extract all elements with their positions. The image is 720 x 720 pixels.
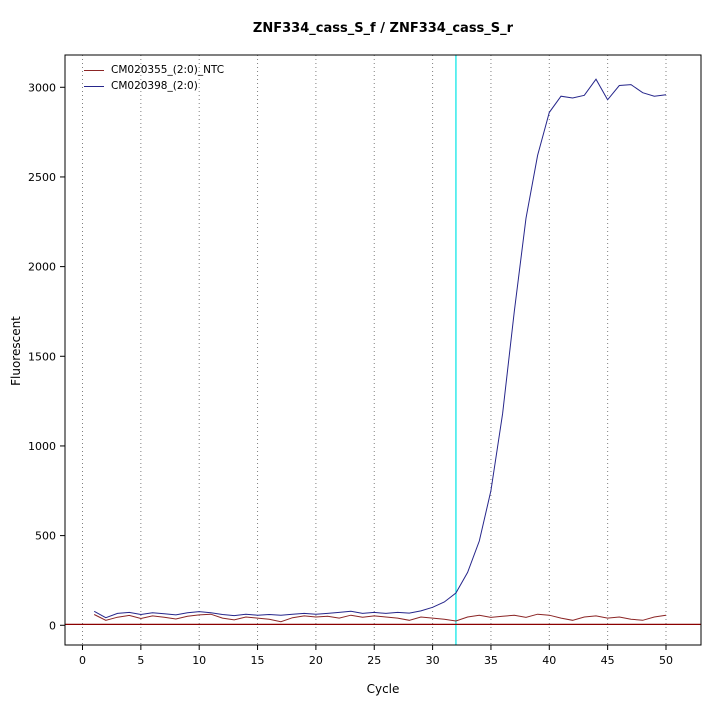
legend-item-ntc: CM020355_(2:0)_NTC (84, 63, 224, 77)
x-tick-label: 5 (137, 654, 144, 667)
x-tick-label: 25 (367, 654, 381, 667)
y-tick-label: 2000 (28, 261, 56, 274)
x-tick-label: 20 (309, 654, 323, 667)
legend: CM020355_(2:0)_NTC CM020398_(2:0) (84, 63, 224, 93)
series-line-1 (93, 78, 667, 619)
x-tick-label: 0 (79, 654, 86, 667)
y-tick-label: 0 (49, 619, 56, 632)
x-tick-label: 15 (251, 654, 265, 667)
x-tick-label: 45 (601, 654, 615, 667)
y-tick-label: 1500 (28, 350, 56, 363)
legend-swatch-ntc (84, 69, 104, 71)
legend-label-sample: CM020398_(2:0) (111, 80, 198, 92)
x-tick-label: 10 (192, 654, 206, 667)
y-tick-label: 2500 (28, 171, 56, 184)
plot-box (64, 54, 702, 646)
x-tick-label: 40 (542, 654, 556, 667)
legend-label-ntc: CM020355_(2:0)_NTC (111, 64, 225, 76)
series-line-0 (93, 613, 667, 623)
legend-item-sample: CM020398_(2:0) (84, 79, 224, 93)
legend-swatch-sample (84, 85, 104, 87)
x-axis-label: Cycle (366, 682, 400, 696)
y-tick-label: 500 (35, 530, 56, 543)
y-tick-label: 3000 (28, 81, 56, 94)
chart-title: ZNF334_cass_S_f / ZNF334_cass_S_r (252, 21, 514, 36)
x-tick-label: 50 (659, 654, 673, 667)
x-tick-label: 30 (426, 654, 440, 667)
x-tick-label: 35 (484, 654, 498, 667)
y-tick-label: 1000 (28, 440, 56, 453)
